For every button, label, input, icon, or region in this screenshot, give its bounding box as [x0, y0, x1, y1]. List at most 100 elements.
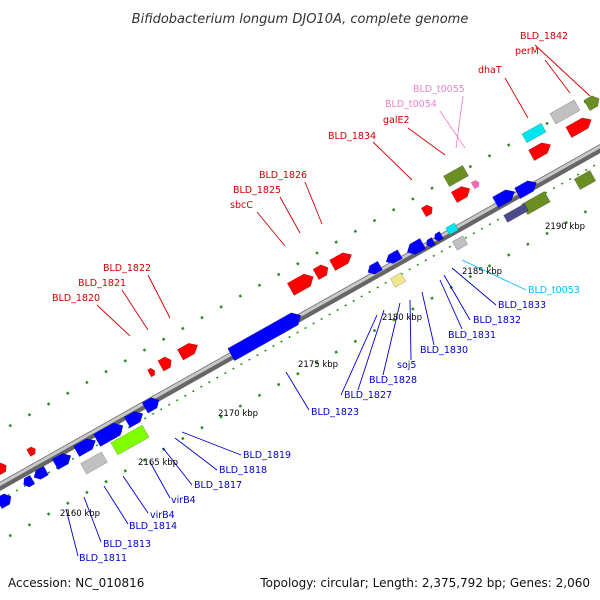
tick-dot-outer-lower	[238, 404, 243, 408]
tick-dot-outer-lower	[507, 253, 511, 257]
gene-soj5	[385, 249, 403, 264]
label-sbcc[interactable]: sbcC	[230, 200, 253, 211]
tick-dot-outer-upper	[353, 229, 358, 234]
label-bld-1831[interactable]: BLD_1831	[448, 330, 496, 341]
leader-line	[103, 485, 129, 525]
tick-dot-minor	[480, 227, 484, 230]
gene-gale2-b-shape	[450, 186, 471, 204]
tick-dot-minor	[576, 173, 580, 176]
tick-dot-outer-lower	[27, 523, 32, 527]
label-gale2[interactable]: galE2	[383, 115, 410, 126]
gene-dhat-b-shape	[528, 142, 551, 162]
label-bld-1814[interactable]: BLD_1814	[129, 521, 177, 532]
label-bld-1842[interactable]: BLD_1842	[520, 31, 568, 42]
tick-dot-outer-upper	[334, 240, 338, 244]
gene-bld-1823	[227, 312, 302, 362]
tick-dot-minor	[232, 367, 235, 370]
label-bld-1817[interactable]: BLD_1817	[194, 480, 242, 491]
gene-perm-b-shape	[565, 117, 592, 139]
tick-dot-minor	[151, 412, 155, 415]
tick-dot-outer-upper	[200, 315, 204, 320]
label-bld-1834[interactable]: BLD_1834	[328, 131, 376, 142]
tick-dot-outer-lower	[411, 307, 415, 311]
leader-line	[439, 110, 466, 149]
tick-dot-outer-lower	[104, 479, 108, 484]
tick-dot-outer-lower	[487, 264, 492, 268]
tick-dot-minor	[592, 164, 596, 167]
leader-line	[409, 299, 412, 361]
tick-dot-outer-lower	[200, 425, 204, 430]
tick-dot-outer-lower	[219, 415, 223, 419]
gene-bld-1817-shape	[93, 422, 124, 447]
leader-line	[121, 289, 149, 331]
gene-blue-right-shape	[514, 180, 537, 200]
tick-dot-minor	[584, 168, 588, 172]
tick-dot-minor	[472, 232, 476, 235]
label-dhat[interactable]: dhaT	[478, 65, 502, 76]
lower-gene-labels: BLD_t0053 BLD_1833 BLD_1832 BLD_1831 BLD…	[79, 285, 580, 564]
tick-dot-outer-lower	[353, 339, 358, 344]
tick-dot-outer-lower	[66, 501, 70, 505]
label-bld-1818[interactable]: BLD_1818	[219, 465, 267, 476]
tick-dot-outer-upper	[104, 369, 108, 374]
tick-dot-minor	[440, 250, 444, 253]
label-bld-1821[interactable]: BLD_1821	[78, 278, 126, 289]
tick-dot-outer-lower	[142, 458, 147, 462]
gene-bld-1830-shape	[406, 237, 427, 255]
tick-dot-minor	[143, 417, 147, 420]
gene-red-small	[26, 446, 36, 457]
tick-dot-outer-lower	[526, 242, 530, 246]
gene-bld-1822	[176, 342, 199, 361]
label-bld-1826[interactable]: BLD_1826	[259, 170, 307, 181]
tick-dot-outer-upper	[142, 348, 147, 352]
tick-dot-minor	[47, 471, 51, 474]
tick-dot-outer-upper	[27, 413, 32, 417]
tick-dot-minor	[568, 177, 572, 181]
label-bld-t0055[interactable]: BLD_t0055	[413, 84, 465, 95]
tick-dot-minor	[560, 182, 564, 185]
leader-line	[285, 371, 310, 411]
tick-dot-outer-lower	[257, 393, 262, 398]
label-virb4-b[interactable]: virB4	[150, 510, 175, 521]
label-bld-1827[interactable]: BLD_1827	[344, 390, 392, 401]
label-bld-1828[interactable]: BLD_1828	[369, 375, 417, 386]
gene-bld-t0053	[445, 222, 459, 236]
leader-line	[340, 314, 378, 396]
tick-dot-outer-upper	[257, 283, 262, 288]
label-bld-1830[interactable]: BLD_1830	[420, 345, 468, 356]
label-bld-1811[interactable]: BLD_1811	[79, 553, 127, 564]
tick-dot-minor	[95, 444, 99, 447]
gene-bld-1821	[157, 356, 172, 372]
leader-line	[372, 141, 413, 181]
tick-dot-minor	[71, 457, 75, 461]
label-perm[interactable]: perM	[515, 46, 539, 57]
gene-dhat-shape	[521, 122, 547, 144]
label-bld-1823[interactable]: BLD_1823	[311, 407, 359, 418]
label-bld-t0054[interactable]: BLD_t0054	[385, 99, 437, 110]
gene-virb4-b-shape	[73, 438, 96, 458]
label-bld-1819[interactable]: BLD_1819	[243, 450, 291, 461]
gene-bld-1831-shape	[426, 237, 436, 248]
label-virb4-a[interactable]: virB4	[171, 495, 196, 506]
gene-bld-1842-shape	[549, 99, 581, 125]
label-soj5[interactable]: soj5	[397, 360, 416, 371]
label-bld-1833[interactable]: BLD_1833	[498, 300, 546, 311]
gene-blue-edge-shape	[23, 474, 36, 488]
label-bld-t0053[interactable]: BLD_t0053	[528, 285, 580, 296]
label-leader-lines	[65, 44, 591, 557]
tick-dot-minor	[23, 484, 27, 488]
gene-soj5-shape	[385, 249, 403, 264]
gene-bld-1825-shape	[312, 264, 329, 281]
label-bld-1822[interactable]: BLD_1822	[103, 263, 151, 274]
upper-gene-labels: BLD_1842 perM dhaT BLD_t0055 BLD_t0054 g…	[52, 31, 568, 304]
label-bld-1832[interactable]: BLD_1832	[473, 315, 521, 326]
label-bld-1825[interactable]: BLD_1825	[233, 185, 281, 196]
label-bld-1820[interactable]: BLD_1820	[52, 293, 100, 304]
tick-dot-minor	[464, 236, 468, 239]
gene-gale2-shape	[443, 164, 469, 188]
gene-bld-1820	[147, 367, 156, 378]
tick-dot-minor	[264, 349, 267, 352]
kbp-label-2180: 2180 kbp	[382, 313, 422, 323]
leader-line	[147, 274, 171, 319]
label-bld-1813[interactable]: BLD_1813	[103, 539, 151, 550]
